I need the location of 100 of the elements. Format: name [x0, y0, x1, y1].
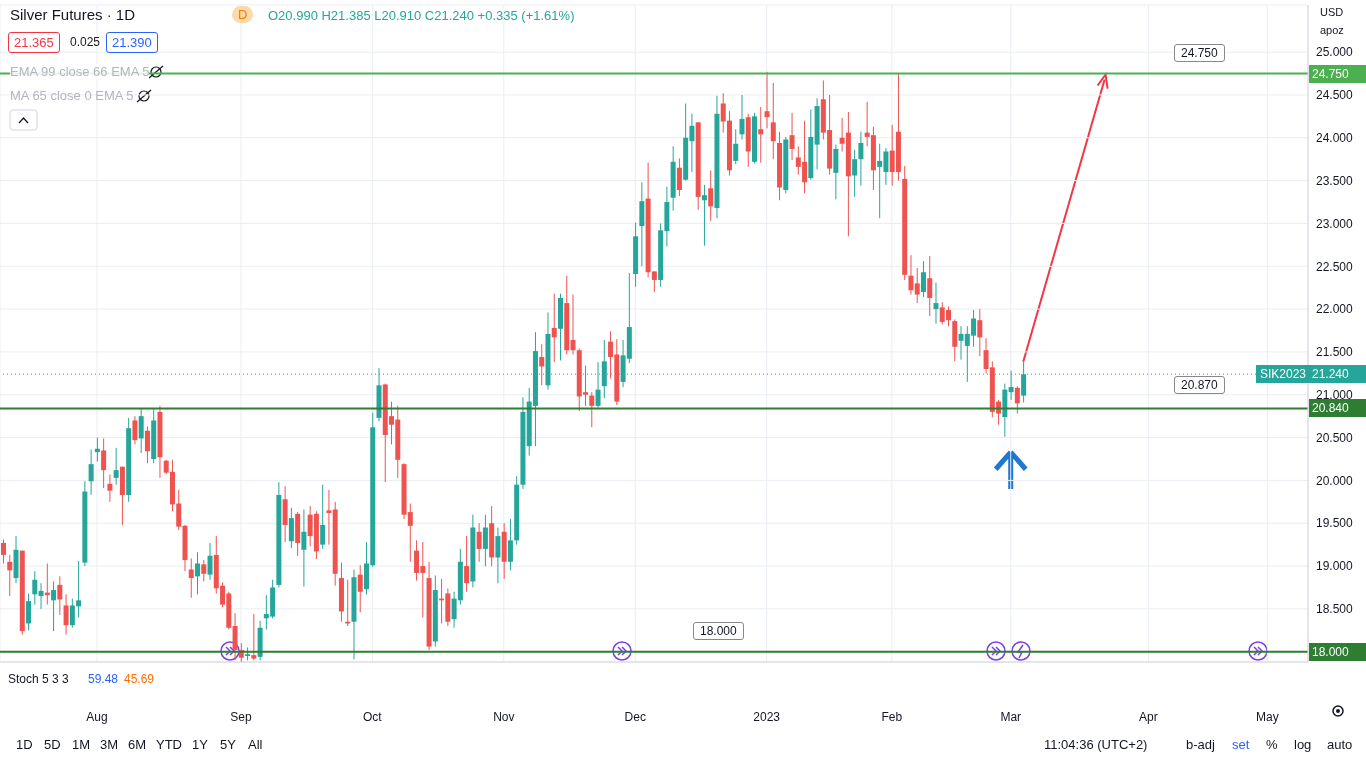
- annotation: 18.000: [693, 621, 744, 640]
- candlestick: [32, 570, 38, 606]
- y-tick-label: 20.500: [1316, 430, 1354, 445]
- candlestick: [551, 293, 557, 363]
- candlestick: [7, 554, 13, 597]
- y-tick-label: 23.000: [1316, 216, 1354, 231]
- candlestick: [113, 447, 119, 486]
- candlestick: [88, 449, 94, 496]
- candlestick: [101, 437, 107, 489]
- annotation: 21.365: [8, 32, 60, 53]
- annotation: MA 65 close 0 EMA 5: [10, 88, 134, 103]
- x-tick-label: Oct: [363, 709, 383, 724]
- chart-subtitle: O20.990 H21.385 L20.910 C21.240 +0.335 (+1.61%): [268, 8, 575, 23]
- y-tick-label: 19.000: [1316, 559, 1354, 574]
- ref-line-label: 24.750: [1309, 64, 1366, 83]
- text: apoz: [1320, 24, 1344, 36]
- text: %: [1266, 737, 1278, 752]
- candlestick: [589, 391, 595, 428]
- annotation: SIK2023: [1256, 365, 1311, 384]
- candlestick: [908, 254, 914, 296]
- candlestick: [720, 92, 726, 134]
- text: log: [1294, 737, 1312, 752]
- annotation: 0.025: [70, 35, 101, 49]
- text: 5D: [44, 737, 61, 752]
- ref-line-label: 21.240: [1309, 365, 1366, 384]
- candlestick: [138, 407, 144, 454]
- ref-line-label: 20.840: [1309, 399, 1366, 418]
- x-tick-label: Apr: [1139, 709, 1158, 724]
- text: 1D: [16, 737, 33, 752]
- candlestick: [195, 551, 201, 595]
- candlestick: [507, 518, 513, 571]
- candlestick: [920, 260, 926, 298]
- y-tick-label: 18.500: [1316, 602, 1354, 617]
- candlestick: [858, 131, 864, 187]
- chart-title: Silver Futures · 1D: [10, 6, 136, 23]
- candlestick: [1014, 385, 1020, 415]
- candlestick: [320, 484, 326, 550]
- candlestick: [933, 282, 939, 325]
- candlestick: [38, 582, 44, 610]
- x-tick-label: Nov: [493, 709, 515, 724]
- x-tick-label: Aug: [86, 709, 108, 724]
- candlestick: [144, 425, 150, 464]
- candlestick: [51, 580, 57, 632]
- text: 6M: [128, 737, 147, 752]
- annotation: 20.870: [1174, 375, 1225, 394]
- text: b-adj: [1186, 737, 1215, 752]
- candlestick: [495, 527, 501, 584]
- text: set: [1232, 737, 1250, 752]
- candlestick: [927, 255, 933, 317]
- annotation: 21.390: [106, 32, 158, 53]
- candlestick: [63, 593, 69, 636]
- candlestick: [977, 308, 983, 357]
- candlestick: [739, 94, 745, 140]
- x-tick-label: Feb: [881, 709, 903, 724]
- text: All: [248, 737, 263, 752]
- x-tick-label: Mar: [1000, 709, 1022, 724]
- text: USD: [1320, 6, 1344, 18]
- text: 3M: [100, 737, 119, 752]
- text: 11:04:36 (UTC+2): [1044, 737, 1148, 752]
- candlestick: [676, 157, 682, 197]
- candlestick: [251, 613, 257, 661]
- x-tick-label: Dec: [624, 709, 646, 724]
- x-tick-label: Sep: [230, 709, 252, 724]
- text: 45.69: [124, 672, 155, 686]
- candlestick: [833, 144, 839, 200]
- candlestick: [301, 509, 307, 588]
- y-tick-label: 25.000: [1316, 45, 1354, 60]
- candlestick: [758, 106, 764, 164]
- y-tick-label: 22.500: [1316, 259, 1354, 274]
- candlestick: [357, 564, 363, 613]
- candlestick: [789, 112, 795, 161]
- candlestick: [764, 71, 770, 129]
- y-tick-label: 24.500: [1316, 88, 1354, 103]
- candlestick: [207, 542, 213, 581]
- text: 1Y: [192, 737, 208, 752]
- candlestick: [482, 514, 488, 567]
- y-tick-label: 19.500: [1316, 516, 1354, 531]
- text: 5Y: [220, 737, 236, 752]
- candlestick: [26, 592, 32, 631]
- y-tick-label: 23.500: [1316, 173, 1354, 188]
- candlestick: [1, 539, 6, 564]
- candlestick: [539, 343, 545, 386]
- candlestick: [708, 169, 714, 222]
- text: auto: [1327, 737, 1353, 752]
- candlestick: [701, 184, 707, 247]
- x-tick-label: May: [1255, 709, 1279, 724]
- candlestick: [570, 294, 576, 355]
- ref-line-label: 18.000: [1309, 642, 1366, 661]
- candlestick: [232, 612, 238, 661]
- annotation: 24.750: [1174, 43, 1225, 62]
- candlestick: [132, 415, 138, 445]
- y-tick-label: 24.000: [1316, 131, 1354, 146]
- candlestick: [733, 128, 739, 165]
- annotation: D: [232, 6, 254, 23]
- candlestick: [107, 473, 113, 503]
- candlestick: [476, 522, 482, 563]
- candlestick: [57, 575, 63, 616]
- candlestick: [326, 489, 332, 546]
- text: Stoch 5 3 3: [8, 672, 69, 686]
- candlestick: [201, 559, 207, 582]
